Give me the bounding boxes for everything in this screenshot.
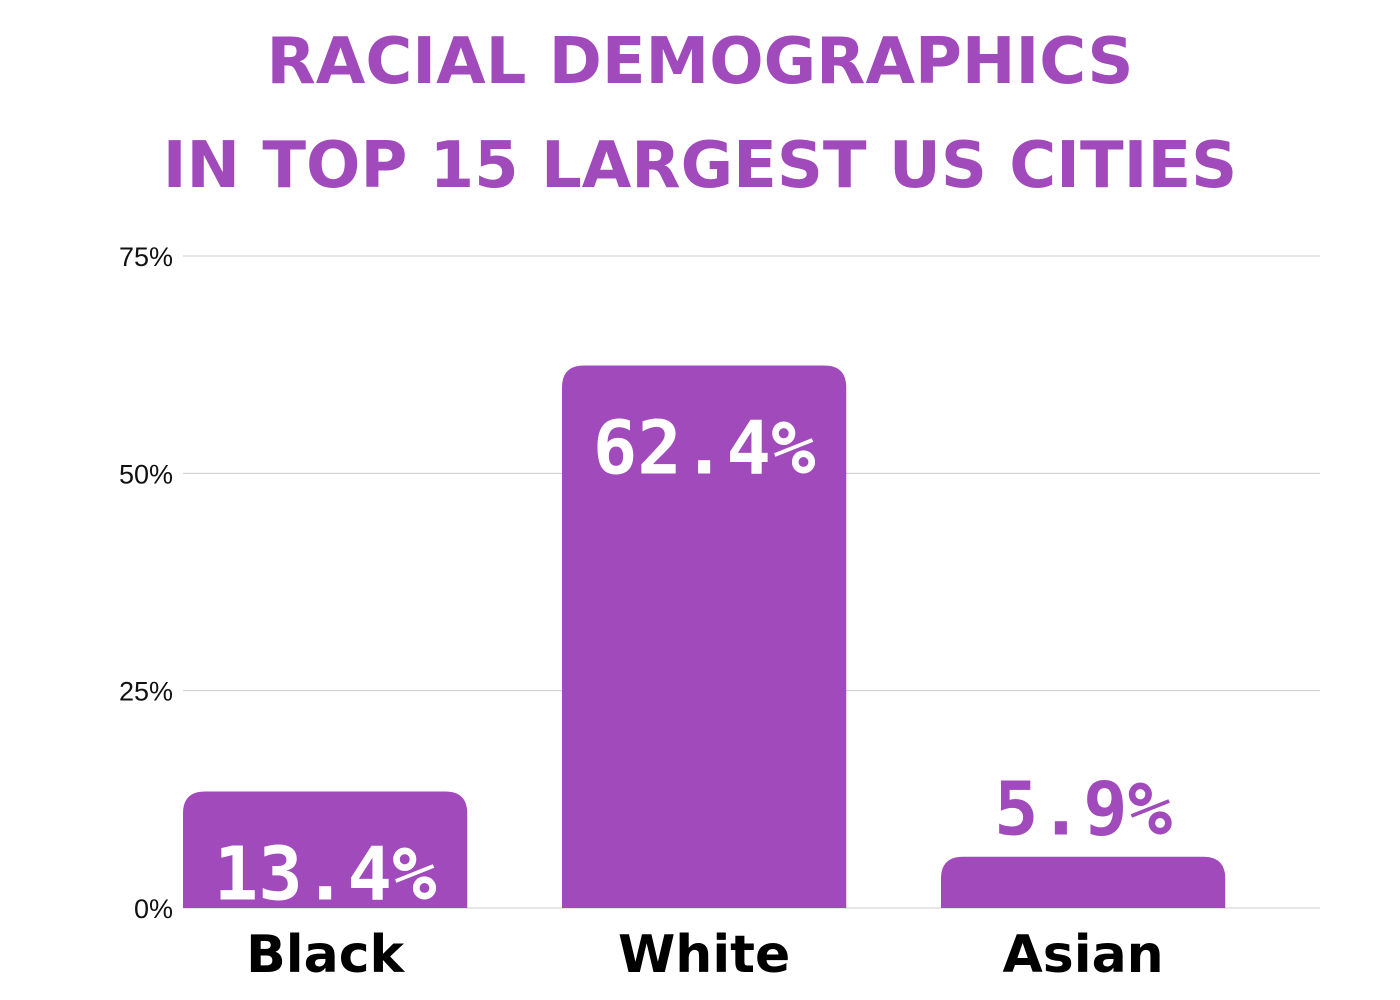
data-label: 62.4% bbox=[593, 406, 816, 492]
bar-asian bbox=[941, 856, 1226, 908]
x-tick-label: Black bbox=[246, 925, 405, 985]
data-label: 13.4% bbox=[214, 832, 437, 918]
bar-black bbox=[183, 791, 468, 908]
chart-title-line-1: RACIAL DEMOGRAPHICS bbox=[266, 25, 1134, 99]
y-tick-label: 0% bbox=[134, 894, 173, 924]
data-label: 5.9% bbox=[994, 767, 1173, 853]
y-tick-label: 50% bbox=[119, 459, 173, 489]
y-tick-label: 25% bbox=[119, 677, 173, 707]
x-tick-label: White bbox=[618, 925, 790, 985]
chart-title-line-2: IN TOP 15 LARGEST US CITIES bbox=[162, 129, 1238, 203]
chart-title: RACIAL DEMOGRAPHICS IN TOP 15 LARGEST US… bbox=[0, 10, 1400, 218]
y-tick-label: 75% bbox=[119, 242, 173, 272]
bar-white bbox=[562, 365, 847, 908]
x-tick-label: Asian bbox=[1003, 925, 1164, 985]
